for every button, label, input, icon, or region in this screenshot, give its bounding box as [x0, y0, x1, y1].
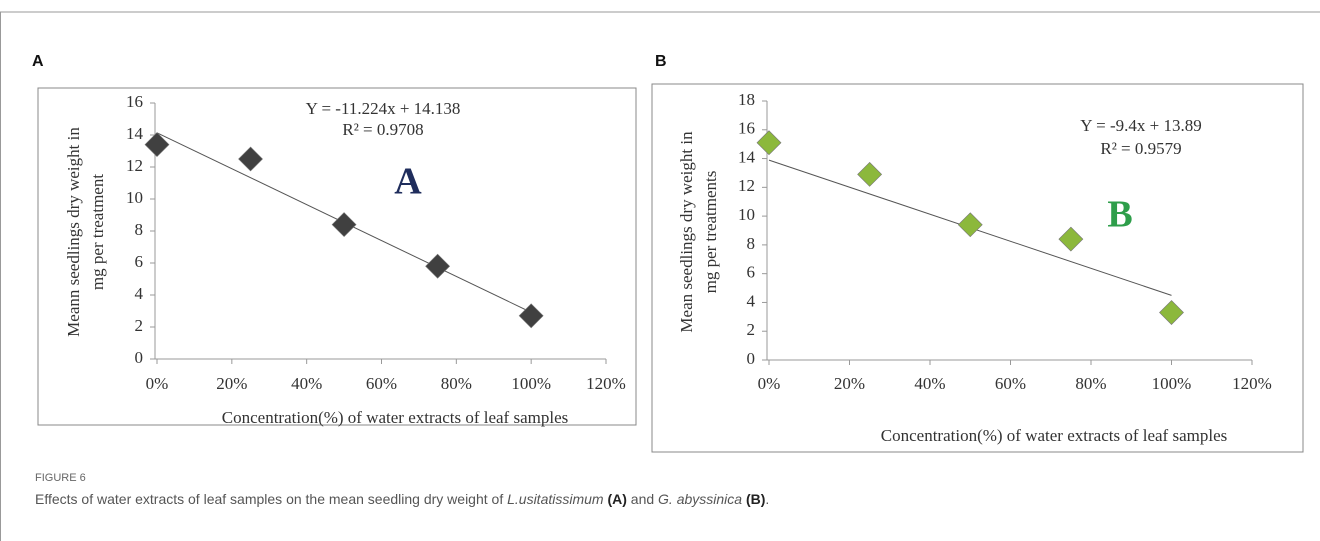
caption-part: .: [765, 491, 769, 507]
x-tick-label: 20%: [834, 374, 865, 393]
data-point: [238, 146, 263, 172]
data-point: [957, 212, 983, 238]
data-point: [144, 132, 170, 158]
y-tick-label: 2: [747, 320, 756, 339]
trend-equation: Y = -9.4x + 13.89: [1080, 116, 1201, 135]
y-tick-label: 14: [738, 147, 756, 166]
panel-label: A: [32, 53, 44, 70]
data-point: [756, 130, 782, 156]
y-tick-label: 2: [135, 316, 144, 335]
y-tick-label: 6: [135, 252, 144, 271]
y-tick-label: 12: [738, 176, 755, 195]
data-point: [518, 303, 544, 329]
trend-equation: Y = -11.224x + 14.138: [306, 99, 461, 118]
x-axis-title: Concentration(%) of water extracts of le…: [881, 426, 1227, 445]
caption-part: L.usitatissimum: [507, 491, 604, 507]
caption: Effects of water extracts of leaf sample…: [35, 491, 769, 507]
x-tick-label: 100%: [1152, 374, 1192, 393]
data-point: [1159, 300, 1184, 325]
x-tick-label: 60%: [995, 374, 1026, 393]
x-tick-label: 120%: [586, 374, 626, 393]
y-tick-label: 14: [126, 124, 144, 143]
y-axis-title: mg per treatment: [88, 174, 107, 290]
caption-label: FIGURE 6: [35, 472, 86, 484]
data-point: [857, 161, 883, 187]
caption-part: Effects of water extracts of leaf sample…: [35, 491, 507, 507]
x-tick-label: 0%: [146, 374, 169, 393]
y-tick-label: 10: [126, 188, 143, 207]
y-tick-label: 4: [135, 284, 144, 303]
x-axis-title: Concentration(%) of water extracts of le…: [222, 408, 568, 427]
y-tick-label: 6: [747, 263, 756, 282]
y-tick-label: 16: [126, 92, 143, 111]
y-tick-label: 12: [126, 156, 143, 175]
data-point: [425, 253, 451, 279]
caption-part: and: [627, 491, 658, 507]
trend-r2: R² = 0.9579: [1100, 139, 1181, 158]
caption-part: (B): [746, 491, 765, 507]
x-tick-label: 40%: [291, 374, 322, 393]
data-point: [1058, 226, 1084, 252]
y-tick-label: 0: [747, 349, 756, 368]
y-tick-label: 10: [738, 205, 755, 224]
y-tick-label: 18: [738, 90, 755, 109]
x-tick-label: 60%: [366, 374, 397, 393]
caption-part: (A): [607, 491, 626, 507]
y-tick-label: 0: [135, 348, 144, 367]
panel-annotation: B: [1107, 194, 1132, 236]
panel-frame: [37, 87, 637, 426]
x-tick-label: 40%: [914, 374, 945, 393]
x-tick-label: 80%: [1075, 374, 1106, 393]
x-tick-label: 0%: [758, 374, 781, 393]
x-tick-label: 20%: [216, 374, 247, 393]
y-axis-title: mg per treatments: [701, 171, 720, 294]
panel-frame: [651, 83, 1304, 453]
trend-r2: R² = 0.9708: [342, 120, 423, 139]
x-tick-label: 120%: [1232, 374, 1272, 393]
panel-annotation: A: [394, 161, 422, 203]
panel-label: B: [655, 53, 667, 70]
y-tick-label: 8: [135, 220, 144, 239]
y-tick-label: 8: [747, 234, 756, 253]
x-tick-label: 80%: [441, 374, 472, 393]
y-tick-label: 4: [747, 291, 756, 310]
data-point: [331, 212, 357, 238]
y-axis-title: Meann seedlings dry weight in: [64, 127, 83, 337]
y-axis-title: Mean seedlings dry weight in: [677, 131, 696, 333]
x-tick-label: 100%: [511, 374, 551, 393]
y-tick-label: 16: [738, 119, 755, 138]
caption-part: G. abyssinica: [658, 491, 742, 507]
